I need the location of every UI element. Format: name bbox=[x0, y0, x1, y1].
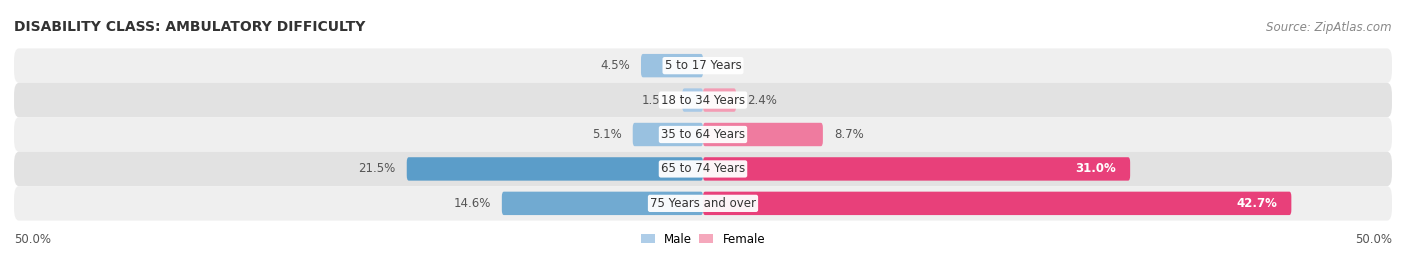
Text: 2.4%: 2.4% bbox=[747, 94, 778, 107]
FancyBboxPatch shape bbox=[703, 88, 737, 112]
Text: DISABILITY CLASS: AMBULATORY DIFFICULTY: DISABILITY CLASS: AMBULATORY DIFFICULTY bbox=[14, 20, 366, 34]
FancyBboxPatch shape bbox=[703, 192, 1291, 215]
Text: 18 to 34 Years: 18 to 34 Years bbox=[661, 94, 745, 107]
Text: Source: ZipAtlas.com: Source: ZipAtlas.com bbox=[1267, 21, 1392, 34]
FancyBboxPatch shape bbox=[14, 83, 1392, 117]
Legend: Male, Female: Male, Female bbox=[641, 233, 765, 246]
FancyBboxPatch shape bbox=[14, 152, 1392, 186]
Text: 50.0%: 50.0% bbox=[1355, 233, 1392, 246]
FancyBboxPatch shape bbox=[682, 88, 703, 112]
Text: 5.1%: 5.1% bbox=[592, 128, 621, 141]
FancyBboxPatch shape bbox=[641, 54, 703, 77]
FancyBboxPatch shape bbox=[14, 186, 1392, 221]
Text: 0.0%: 0.0% bbox=[714, 59, 744, 72]
FancyBboxPatch shape bbox=[502, 192, 703, 215]
FancyBboxPatch shape bbox=[14, 117, 1392, 152]
FancyBboxPatch shape bbox=[703, 157, 1130, 181]
Text: 1.5%: 1.5% bbox=[641, 94, 671, 107]
FancyBboxPatch shape bbox=[406, 157, 703, 181]
Text: 65 to 74 Years: 65 to 74 Years bbox=[661, 162, 745, 175]
Text: 50.0%: 50.0% bbox=[14, 233, 51, 246]
Text: 4.5%: 4.5% bbox=[600, 59, 630, 72]
Text: 14.6%: 14.6% bbox=[453, 197, 491, 210]
Text: 5 to 17 Years: 5 to 17 Years bbox=[665, 59, 741, 72]
Text: 75 Years and over: 75 Years and over bbox=[650, 197, 756, 210]
Text: 31.0%: 31.0% bbox=[1076, 162, 1116, 175]
Text: 42.7%: 42.7% bbox=[1237, 197, 1278, 210]
Text: 21.5%: 21.5% bbox=[359, 162, 395, 175]
FancyBboxPatch shape bbox=[633, 123, 703, 146]
Text: 35 to 64 Years: 35 to 64 Years bbox=[661, 128, 745, 141]
Text: 8.7%: 8.7% bbox=[834, 128, 863, 141]
FancyBboxPatch shape bbox=[703, 123, 823, 146]
FancyBboxPatch shape bbox=[14, 48, 1392, 83]
